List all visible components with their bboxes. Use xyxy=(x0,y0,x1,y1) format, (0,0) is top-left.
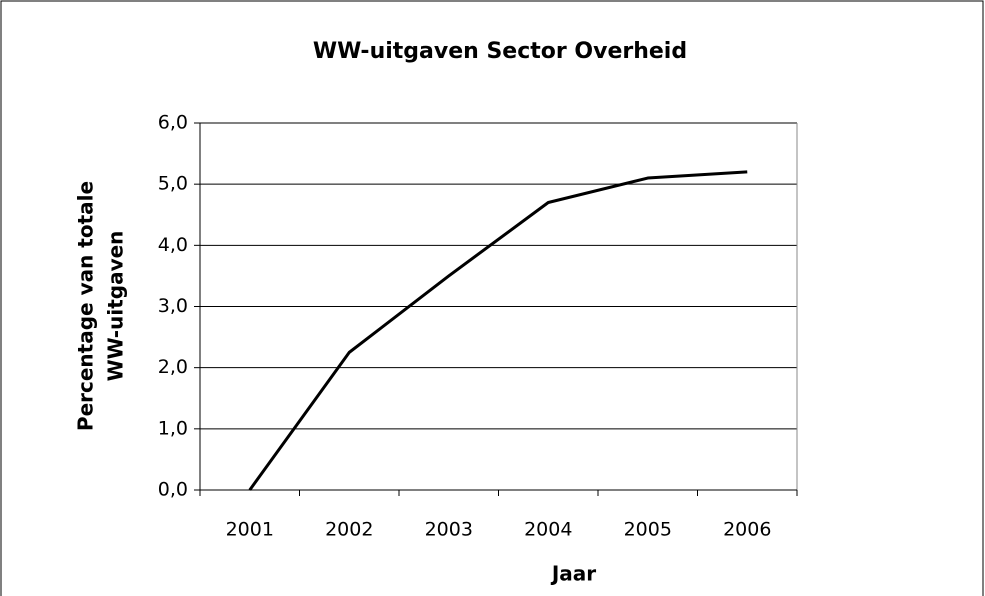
chart-title: WW-uitgaven Sector Overheid xyxy=(313,39,687,64)
y-tick-label: 1,0 xyxy=(158,417,188,439)
x-tick-label: 2004 xyxy=(524,519,572,541)
x-tick-label: 2006 xyxy=(723,519,771,541)
x-tick-label: 2005 xyxy=(624,519,672,541)
line-series xyxy=(248,170,748,491)
x-tick-label: 2001 xyxy=(226,519,274,541)
y-tick-label: 4,0 xyxy=(158,234,188,256)
y-axis-label: Percentage van totale WW-uitgaven xyxy=(74,181,128,431)
y-axis-label-line: Percentage van totale xyxy=(74,181,98,431)
y-tick-label: 6,0 xyxy=(158,112,188,134)
y-tick-label: 0,0 xyxy=(158,479,188,501)
y-tick-label: 2,0 xyxy=(158,356,188,378)
x-tick-label: 2002 xyxy=(325,519,373,541)
y-axis-label-line: WW-uitgaven xyxy=(104,231,128,382)
y-tick-label: 5,0 xyxy=(158,173,188,195)
x-tick-label: 2003 xyxy=(425,519,473,541)
y-tick-label: 3,0 xyxy=(158,295,188,317)
x-axis-label: Jaar xyxy=(550,562,596,586)
